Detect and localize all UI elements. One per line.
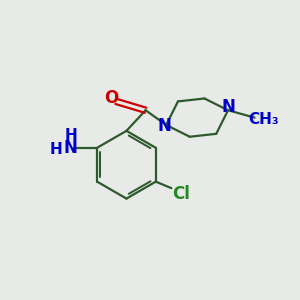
- Text: CH₃: CH₃: [249, 112, 279, 127]
- Text: N: N: [221, 98, 235, 116]
- Text: O: O: [105, 89, 119, 107]
- Text: N: N: [64, 139, 78, 157]
- Text: H: H: [64, 128, 77, 143]
- Text: N: N: [158, 117, 172, 135]
- Text: H: H: [50, 142, 62, 157]
- Text: Cl: Cl: [172, 185, 190, 203]
